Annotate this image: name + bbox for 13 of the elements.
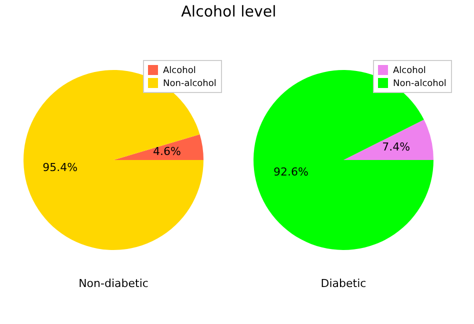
data-label: 92.6% [273, 165, 308, 178]
legend-label: Alcohol [163, 66, 196, 76]
pie-slice [114, 134, 204, 160]
legend-label: Non-alcohol [393, 79, 446, 89]
data-label: 4.6% [152, 145, 181, 158]
text: Diabetic [320, 277, 366, 290]
chart-title: Alcohol level [181, 2, 276, 20]
text: Non-diabetic [78, 277, 148, 290]
legend-label: Alcohol [393, 66, 426, 76]
data-label: 7.4% [382, 140, 410, 154]
pie-slice [344, 120, 434, 160]
legend-label: Non-alcohol [163, 79, 216, 89]
data-label: 95.4% [42, 160, 78, 174]
